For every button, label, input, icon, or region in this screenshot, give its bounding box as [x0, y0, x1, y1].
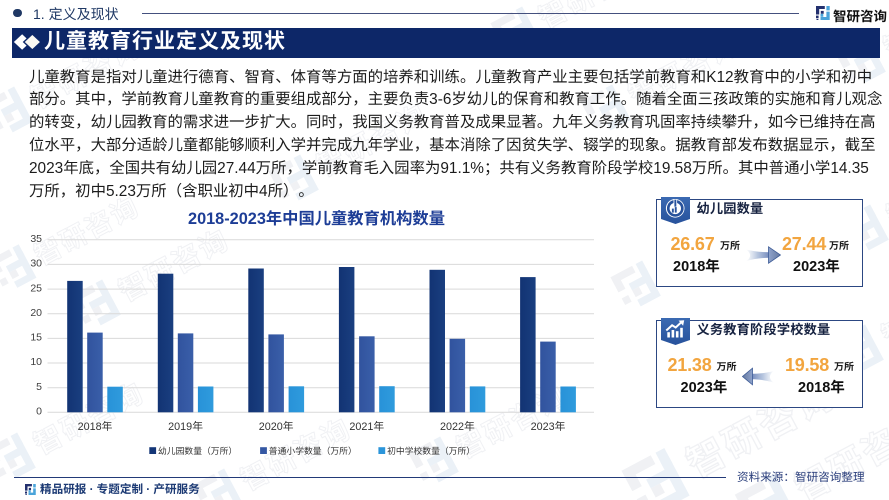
svg-text:幼儿园数量（万所）: 幼儿园数量（万所）	[158, 446, 237, 456]
svg-text:初中学校数量（万所）: 初中学校数量（万所）	[387, 446, 475, 456]
svg-text:2022年: 2022年	[440, 420, 475, 433]
svg-text:30: 30	[30, 258, 42, 270]
svg-text:2019年: 2019年	[168, 420, 203, 433]
svg-text:25: 25	[30, 282, 42, 294]
svg-text:15: 15	[30, 332, 42, 344]
svg-text:2021年: 2021年	[349, 420, 384, 433]
svg-text:0: 0	[36, 406, 42, 418]
svg-text:2020年: 2020年	[259, 420, 294, 433]
svg-text:35: 35	[30, 233, 42, 245]
svg-text:10: 10	[30, 356, 42, 368]
svg-text:2023年: 2023年	[531, 420, 566, 433]
svg-text:2018年: 2018年	[78, 420, 113, 433]
svg-text:普通小学数量（万所）: 普通小学数量（万所）	[269, 446, 357, 456]
svg-text:20: 20	[30, 307, 42, 319]
svg-text:5: 5	[36, 381, 42, 393]
